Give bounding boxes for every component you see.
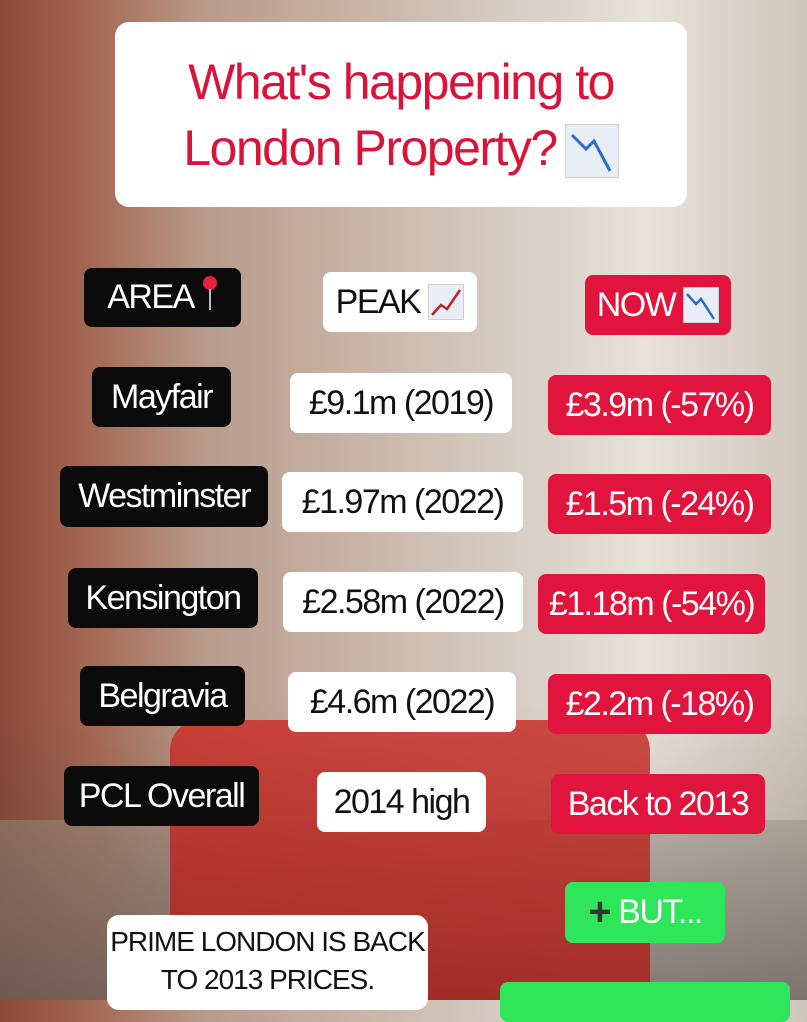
round-pushpin-icon [202, 275, 218, 320]
area-cell: Mayfair [92, 367, 231, 427]
now-cell: £1.18m (-54%) [538, 574, 765, 634]
header-now: NOW [585, 275, 731, 335]
area-cell: Belgravia [80, 666, 245, 726]
title-card: What's happening to London Property? [115, 22, 687, 207]
cut-off-green-badge [500, 982, 790, 1022]
but-label: BUT... [618, 893, 703, 931]
chart-decreasing-icon [564, 124, 619, 179]
header-area-label: AREA [107, 278, 195, 316]
peak-cell: £2.58m (2022) [283, 572, 523, 632]
peak-cell: £4.6m (2022) [288, 672, 516, 732]
peak-cell: £9.1m (2019) [290, 373, 512, 433]
now-cell: £2.2m (-18%) [548, 674, 771, 734]
note-line-2: TO 2013 PRICES. [160, 964, 375, 995]
header-now-label: NOW [596, 285, 677, 324]
chart-increasing-icon [428, 284, 465, 320]
now-cell: £3.9m (-57%) [548, 375, 771, 435]
header-area: AREA [84, 268, 241, 327]
area-cell: PCL Overall [64, 766, 259, 826]
header-peak: PEAK [323, 272, 477, 332]
prime-london-note: PRIME LONDON IS BACK TO 2013 PRICES. [107, 915, 428, 1010]
area-cell: Kensington [68, 568, 258, 628]
note-line-1: PRIME LONDON IS BACK [110, 926, 426, 957]
chart-decreasing-icon [683, 287, 720, 323]
header-peak-label: PEAK [335, 282, 422, 321]
now-cell: Back to 2013 [551, 774, 765, 834]
peak-cell: £1.97m (2022) [282, 472, 523, 532]
title-line-1: What's happening to [188, 53, 615, 110]
peak-cell: 2014 high [317, 772, 486, 832]
area-cell: Westminster [60, 466, 268, 527]
but-badge: + BUT... [565, 882, 725, 943]
title-line-2: London Property? [183, 119, 558, 176]
plus-icon: + [588, 890, 611, 934]
now-cell: £1.5m (-24%) [548, 474, 771, 534]
